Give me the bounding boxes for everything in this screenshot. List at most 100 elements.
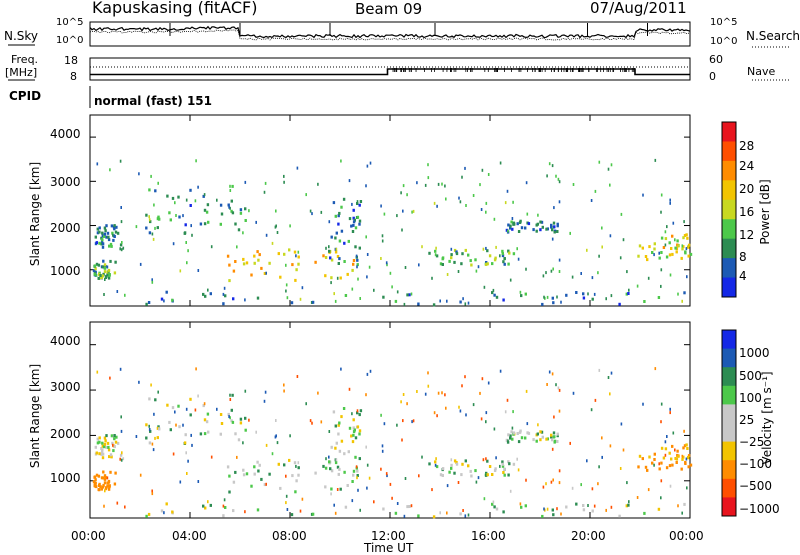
power-echo-cell	[637, 254, 640, 258]
velocity-echo-cell	[654, 367, 657, 371]
power-echo-cell	[683, 291, 686, 295]
power-echo-cell	[536, 222, 539, 226]
power-echo-cell	[381, 239, 384, 243]
power-echo-cell	[480, 208, 483, 211]
power-cbar-tick: 4	[739, 269, 747, 283]
velocity-echo-cell	[402, 393, 405, 396]
velocity-echo-cell	[453, 471, 456, 475]
velocity-echo-cell	[197, 480, 200, 483]
power-echo-cell	[93, 264, 97, 268]
power-echo-cell	[448, 259, 451, 263]
velocity-echo-cell	[460, 473, 463, 477]
power-echo-cell	[444, 184, 446, 188]
velocity-echo-cell	[681, 454, 684, 458]
power-echo-cell	[622, 238, 625, 242]
velocity-echo-cell	[295, 464, 297, 468]
velocity-echo-cell	[406, 402, 408, 406]
power-echo-cell	[172, 242, 175, 246]
power-echo-cell	[119, 159, 122, 163]
velocity-echo-cell	[352, 433, 355, 437]
velocity-echo-cell	[103, 442, 107, 446]
power-echo-cell	[625, 292, 628, 296]
velocity-echo-cell	[250, 484, 253, 488]
velocity-echo-cell	[685, 443, 688, 447]
power-echo-cell	[558, 258, 561, 262]
beam-title: Beam 09	[355, 0, 423, 18]
power-echo-cell	[609, 234, 612, 238]
velocity-echo-cell	[210, 455, 213, 459]
power-echo-cell	[158, 217, 161, 221]
power-echo-cell	[488, 254, 492, 258]
power-echo-cell	[677, 292, 679, 296]
power-echo-cell	[486, 262, 489, 266]
velocity-echo-cell	[389, 482, 392, 486]
velocity-echo-cell	[358, 429, 362, 433]
power-echo-cell	[686, 236, 689, 240]
velocity-echo-cell	[666, 435, 668, 438]
velocity-echo-cell	[601, 436, 603, 440]
power-echo-cell	[285, 263, 287, 267]
power-colorbar-segment	[722, 199, 736, 220]
freq-panel-frame	[89, 57, 691, 81]
power-echo-cell	[472, 194, 475, 197]
power-echo-cell	[189, 204, 192, 207]
power-echo-cell	[101, 238, 104, 242]
velocity-ytick: 3000	[50, 380, 81, 394]
velocity-echo-cell	[669, 411, 671, 415]
power-echo-cell	[348, 217, 352, 221]
power-echo-cell	[231, 211, 235, 215]
noise-search-trace	[89, 29, 691, 41]
velocity-echo-cell	[324, 466, 328, 470]
velocity-echo-cell	[168, 420, 171, 424]
power-echo-cell	[687, 243, 691, 247]
velocity-echo-cell	[493, 469, 497, 472]
velocity-echo-cell	[582, 504, 585, 507]
power-echo-cell	[580, 272, 582, 275]
velocity-echo-cell	[394, 511, 398, 515]
velocity-echo-cell	[100, 450, 104, 454]
velocity-echo-cell	[450, 463, 453, 467]
velocity-echo-cell	[450, 466, 453, 470]
velocity-echo-cell	[681, 511, 683, 515]
power-echo-cell	[410, 292, 413, 296]
power-echo-cell	[647, 276, 650, 280]
noise-sky-label: N.Sky	[4, 29, 39, 43]
velocity-echo-cell	[309, 419, 312, 423]
power-echo-cell	[204, 294, 207, 298]
velocity-echo-cell	[195, 367, 197, 371]
velocity-cbar-tick: 25	[739, 413, 755, 427]
power-echo-cell	[651, 251, 654, 254]
power-echo-cell	[619, 256, 622, 260]
velocity-echo-cell	[104, 476, 107, 479]
velocity-echo-cell	[380, 413, 382, 417]
velocity-echo-cell	[119, 453, 123, 457]
velocity-echo-cell	[383, 422, 386, 426]
power-echo-cell	[565, 293, 568, 297]
velocity-echo-cell	[687, 465, 690, 469]
power-echo-cell	[187, 249, 189, 253]
power-echo-cell	[400, 191, 402, 195]
power-echo-cell	[154, 189, 157, 193]
velocity-echo-cell	[334, 461, 338, 465]
velocity-echo-cell	[139, 473, 142, 477]
power-echo-cell	[356, 258, 359, 262]
velocity-echo-cell	[256, 460, 259, 464]
power-echo-cell	[356, 215, 360, 219]
power-echo-cell	[202, 194, 205, 198]
velocity-echo-cell	[662, 456, 666, 460]
velocity-echo-cell	[493, 427, 496, 431]
velocity-echo-cell	[97, 474, 101, 478]
velocity-echo-cell	[356, 476, 358, 480]
velocity-echo-cell	[470, 474, 473, 478]
velocity-echo-cell	[294, 490, 297, 494]
velocity-echo-cell	[338, 421, 341, 425]
velocity-echo-cell	[242, 441, 244, 445]
velocity-echo-cell	[338, 449, 342, 453]
velocity-echo-cell	[352, 426, 355, 430]
velocity-echo-cell	[386, 474, 388, 478]
velocity-echo-cell	[203, 418, 207, 422]
power-colorbar-segment	[722, 122, 736, 142]
velocity-echo-cell	[507, 439, 509, 443]
velocity-echo-cell	[291, 474, 294, 478]
velocity-echo-cell	[328, 430, 331, 433]
